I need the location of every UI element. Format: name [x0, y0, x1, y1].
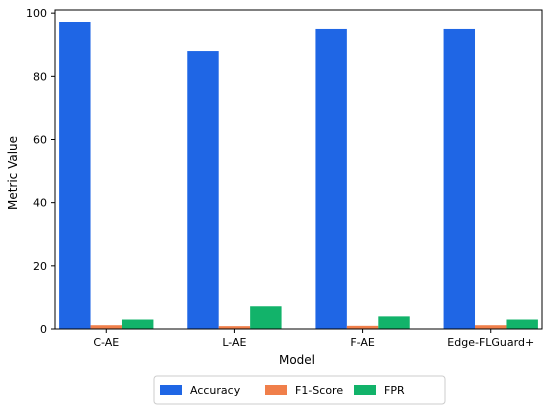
- legend-swatch-f1-score: [265, 385, 287, 395]
- legend-label-f1-score: F1-Score: [295, 384, 343, 397]
- y-tick-label: 80: [33, 70, 47, 83]
- x-tick-label: Edge-FLGuard+: [447, 336, 534, 349]
- bar-accuracy-c-ae: [59, 22, 91, 329]
- legend-box: [153, 375, 446, 405]
- x-axis-label: Model: [279, 353, 315, 367]
- bar-fpr-edge-flguard-: [506, 319, 538, 329]
- legend-label-accuracy: Accuracy: [190, 384, 241, 397]
- bar-accuracy-f-ae: [315, 28, 347, 329]
- y-tick-label: 100: [26, 7, 47, 20]
- y-tick-label: 40: [33, 197, 47, 210]
- y-tick-label: 60: [33, 133, 47, 146]
- bar-f1-score-edge-flguard-: [475, 325, 507, 329]
- x-tick-label: F-AE: [350, 336, 375, 349]
- y-axis-label: Metric Value: [6, 136, 20, 210]
- bar-f1-score-f-ae: [346, 325, 379, 329]
- y-tick-label: 0: [40, 323, 47, 336]
- bar-fpr-c-ae: [121, 319, 154, 329]
- legend-swatch-accuracy: [160, 385, 182, 395]
- legend-swatch-fpr: [354, 385, 376, 395]
- bar-accuracy-l-ae: [187, 51, 219, 330]
- bar-accuracy-edge-flguard-: [443, 28, 476, 329]
- plot-frame: [54, 9, 543, 330]
- bar-f1-score-c-ae: [90, 325, 122, 329]
- bar-f1-score-l-ae: [218, 326, 251, 329]
- y-tick-label: 20: [33, 260, 47, 273]
- x-tick-label: C-AE: [93, 336, 119, 349]
- legend: Accuracy F1-Score FPR: [153, 375, 446, 405]
- bar-fpr-l-ae: [250, 306, 282, 329]
- legend-label-fpr: FPR: [384, 384, 405, 397]
- bar-fpr-f-ae: [378, 316, 410, 329]
- x-tick-label: L-AE: [222, 336, 246, 349]
